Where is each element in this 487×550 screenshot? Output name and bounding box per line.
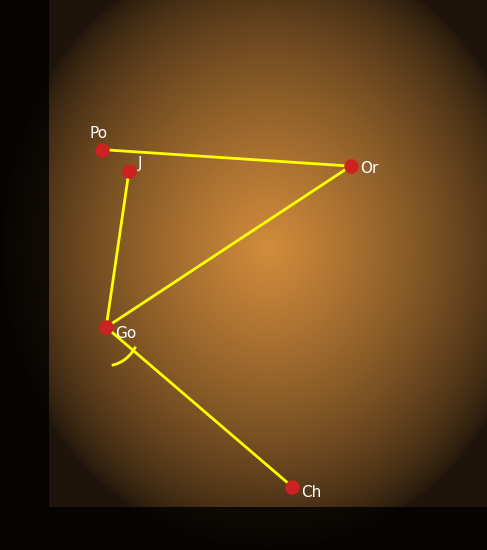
Text: Go: Go bbox=[115, 326, 136, 342]
Text: Ch: Ch bbox=[301, 485, 321, 500]
Text: Or: Or bbox=[360, 161, 379, 177]
Text: Po: Po bbox=[90, 125, 108, 141]
Point bbox=[347, 162, 355, 170]
Point bbox=[98, 145, 106, 154]
Point bbox=[102, 323, 110, 332]
Text: J: J bbox=[138, 156, 142, 172]
Point bbox=[125, 166, 133, 175]
Point bbox=[288, 482, 296, 491]
